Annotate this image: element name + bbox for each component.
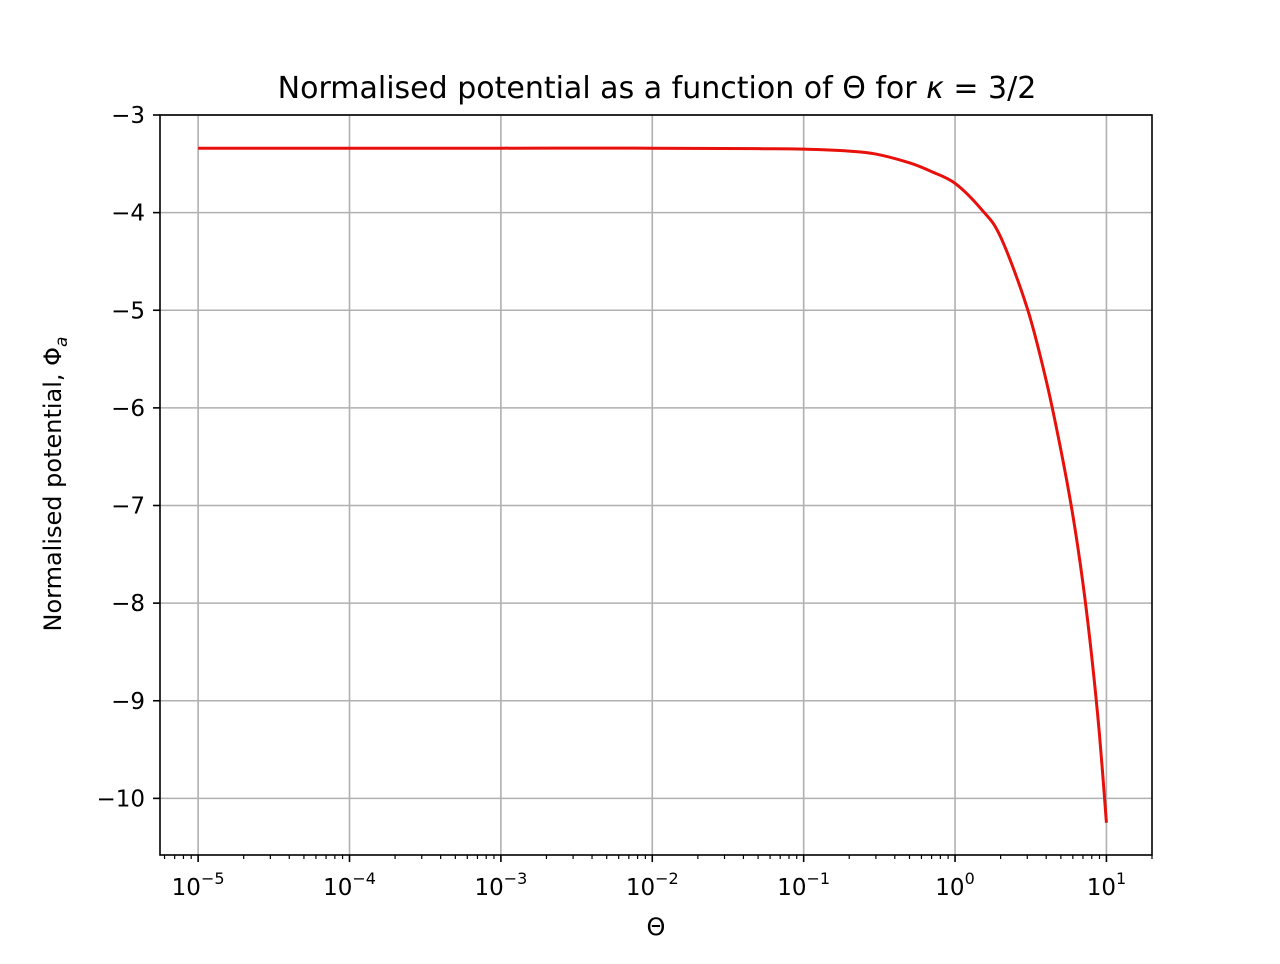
y-tick-label: −8 xyxy=(111,591,145,617)
y-tick-label: −10 xyxy=(96,786,145,812)
x-tick-label: 101 xyxy=(1087,869,1126,901)
x-tick-label-base: 10 xyxy=(1087,875,1116,901)
x-tick-label-exponent: −4 xyxy=(352,869,376,888)
y-tick-label: −7 xyxy=(111,494,145,520)
x-tick-label-exponent: −5 xyxy=(201,869,225,888)
y-tick-label: −5 xyxy=(111,298,145,324)
x-axis-label: Θ xyxy=(647,913,666,941)
x-tick-label-base: 10 xyxy=(935,875,964,901)
x-tick-label: 10−3 xyxy=(474,869,527,901)
x-tick-label: 10−5 xyxy=(172,869,225,901)
x-tick-label-base: 10 xyxy=(323,875,352,901)
x-tick-label-exponent: 0 xyxy=(965,869,975,888)
y-axis-label-main: Normalised potential, Φ xyxy=(39,347,67,632)
title-suffix: = 3/2 xyxy=(944,71,1037,106)
x-tick-label: 10−2 xyxy=(626,869,679,901)
x-tick-label-base: 10 xyxy=(474,875,503,901)
x-tick-label-base: 10 xyxy=(777,875,806,901)
chart-title: Normalised potential as a function of Θ … xyxy=(278,71,1037,106)
x-tick-label-base: 10 xyxy=(172,875,201,901)
y-axis-label: Normalised potential, Φa xyxy=(39,337,72,632)
title-kappa-symbol: κ xyxy=(926,71,944,106)
x-tick-label: 10−4 xyxy=(323,869,376,901)
y-tick-label: −4 xyxy=(111,201,145,227)
x-tick-label-exponent: −1 xyxy=(807,869,831,888)
x-tick-label-exponent: −3 xyxy=(504,869,528,888)
y-axis-label-subscript: a xyxy=(52,337,72,347)
x-tick-label-base: 10 xyxy=(626,875,655,901)
x-tick-label-exponent: 1 xyxy=(1116,869,1126,888)
series-layer xyxy=(198,146,1108,823)
grid xyxy=(160,114,1152,855)
title-prefix: Normalised potential as a function of Θ … xyxy=(278,71,926,106)
y-tick-label: −6 xyxy=(111,396,145,422)
series-line xyxy=(198,146,1108,823)
x-tick-label: 100 xyxy=(935,869,974,901)
x-tick-label-exponent: −2 xyxy=(655,869,679,888)
ticks: 10−5 10−4 10−3 10−2 10−1 100 101−3−4−5−6−7−8−9… xyxy=(96,103,1153,901)
y-tick-label: −9 xyxy=(111,689,145,715)
x-tick-label: 10−1 xyxy=(777,869,830,901)
y-tick-label: −3 xyxy=(111,103,145,129)
plot-frame xyxy=(159,114,1153,856)
